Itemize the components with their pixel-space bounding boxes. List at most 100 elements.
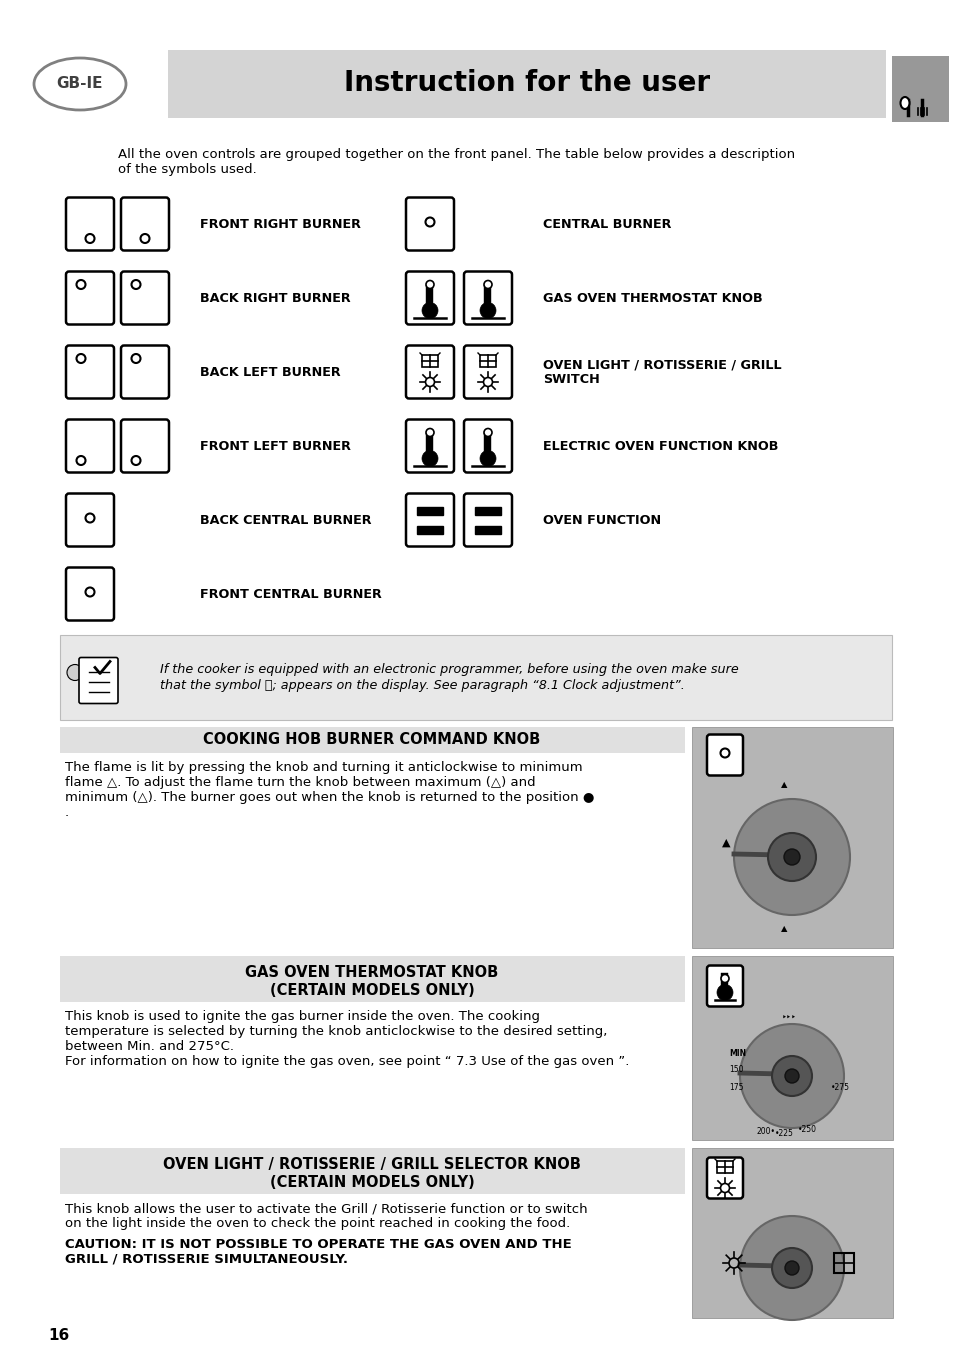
FancyBboxPatch shape: [426, 285, 433, 310]
FancyBboxPatch shape: [691, 728, 892, 948]
FancyBboxPatch shape: [484, 433, 491, 459]
Circle shape: [421, 451, 437, 467]
Text: CENTRAL BURNER: CENTRAL BURNER: [542, 217, 671, 231]
FancyBboxPatch shape: [406, 197, 454, 251]
Bar: [421, 355, 437, 367]
Text: 175: 175: [728, 1084, 742, 1092]
FancyBboxPatch shape: [406, 271, 454, 324]
Text: OVEN LIGHT / ROTISSERIE / GRILL SELECTOR KNOB: OVEN LIGHT / ROTISSERIE / GRILL SELECTOR…: [163, 1157, 580, 1172]
FancyBboxPatch shape: [66, 567, 113, 621]
Circle shape: [421, 302, 437, 319]
FancyBboxPatch shape: [720, 973, 728, 992]
Text: 150: 150: [728, 1065, 742, 1075]
Circle shape: [767, 833, 815, 882]
Text: This knob is used to ignite the gas burner inside the oven. The cooking
temperat: This knob is used to ignite the gas burn…: [65, 1010, 629, 1068]
Text: The flame is lit by pressing the knob and turning it anticlockwise to minimum
fl: The flame is lit by pressing the knob an…: [65, 761, 594, 819]
FancyBboxPatch shape: [706, 965, 742, 1007]
FancyBboxPatch shape: [66, 271, 113, 324]
Text: ▲: ▲: [780, 925, 786, 933]
Circle shape: [783, 849, 800, 865]
Ellipse shape: [900, 97, 908, 109]
Text: •225: •225: [774, 1130, 793, 1138]
Text: BACK CENTRAL BURNER: BACK CENTRAL BURNER: [200, 513, 371, 526]
FancyBboxPatch shape: [66, 494, 113, 547]
Circle shape: [479, 302, 496, 319]
Circle shape: [483, 428, 492, 436]
Circle shape: [717, 984, 732, 1000]
Text: MIN: MIN: [729, 1049, 746, 1058]
Circle shape: [720, 975, 728, 983]
Bar: [479, 355, 496, 367]
Bar: [717, 1161, 732, 1173]
Text: ELECTRIC OVEN FUNCTION KNOB: ELECTRIC OVEN FUNCTION KNOB: [542, 440, 778, 452]
Text: •275: •275: [830, 1084, 848, 1092]
Text: Instruction for the user: Instruction for the user: [344, 69, 709, 97]
Text: ▲: ▲: [780, 780, 786, 790]
Text: All the oven controls are grouped together on the front panel. The table below p: All the oven controls are grouped togeth…: [118, 148, 794, 161]
Circle shape: [426, 281, 434, 289]
FancyBboxPatch shape: [463, 420, 512, 472]
FancyBboxPatch shape: [121, 346, 169, 398]
Circle shape: [740, 1216, 843, 1320]
Circle shape: [733, 799, 849, 915]
FancyBboxPatch shape: [60, 956, 684, 1002]
Text: (CERTAIN MODELS ONLY): (CERTAIN MODELS ONLY): [270, 1174, 474, 1189]
Circle shape: [784, 1261, 799, 1274]
FancyBboxPatch shape: [79, 657, 118, 703]
Text: FRONT CENTRAL BURNER: FRONT CENTRAL BURNER: [200, 587, 381, 601]
Circle shape: [784, 1069, 799, 1083]
Text: OVEN LIGHT / ROTISSERIE / GRILL
SWITCH: OVEN LIGHT / ROTISSERIE / GRILL SWITCH: [542, 358, 781, 386]
Text: GB-IE: GB-IE: [56, 77, 103, 92]
Text: OVEN FUNCTION: OVEN FUNCTION: [542, 513, 660, 526]
Circle shape: [67, 664, 83, 680]
Text: GAS OVEN THERMOSTAT KNOB: GAS OVEN THERMOSTAT KNOB: [245, 965, 498, 980]
FancyBboxPatch shape: [463, 494, 512, 547]
Text: 16: 16: [48, 1327, 70, 1342]
Text: FRONT RIGHT BURNER: FRONT RIGHT BURNER: [200, 217, 360, 231]
FancyBboxPatch shape: [406, 494, 454, 547]
FancyBboxPatch shape: [484, 285, 491, 310]
FancyBboxPatch shape: [691, 956, 892, 1139]
FancyBboxPatch shape: [475, 526, 500, 535]
Text: FRONT LEFT BURNER: FRONT LEFT BURNER: [200, 440, 351, 452]
FancyBboxPatch shape: [60, 728, 684, 753]
FancyBboxPatch shape: [66, 346, 113, 398]
FancyBboxPatch shape: [66, 420, 113, 472]
FancyBboxPatch shape: [706, 734, 742, 775]
Text: If the cooker is equipped with an electronic programmer, before using the oven m: If the cooker is equipped with an electr…: [160, 663, 738, 691]
Circle shape: [771, 1056, 811, 1096]
Text: (CERTAIN MODELS ONLY): (CERTAIN MODELS ONLY): [270, 983, 474, 998]
FancyBboxPatch shape: [121, 271, 169, 324]
Bar: [833, 1253, 853, 1273]
Text: of the symbols used.: of the symbols used.: [118, 163, 256, 176]
FancyBboxPatch shape: [406, 346, 454, 398]
Circle shape: [483, 281, 492, 289]
Circle shape: [479, 451, 496, 467]
FancyBboxPatch shape: [475, 508, 500, 514]
Text: GAS OVEN THERMOSTAT KNOB: GAS OVEN THERMOSTAT KNOB: [542, 292, 761, 305]
FancyBboxPatch shape: [706, 1157, 742, 1199]
FancyBboxPatch shape: [416, 526, 442, 535]
Text: 200•: 200•: [756, 1126, 775, 1135]
FancyBboxPatch shape: [60, 634, 891, 720]
Text: BACK RIGHT BURNER: BACK RIGHT BURNER: [200, 292, 351, 305]
FancyBboxPatch shape: [691, 1148, 892, 1318]
Text: ▲: ▲: [721, 838, 729, 848]
FancyBboxPatch shape: [121, 197, 169, 251]
FancyBboxPatch shape: [121, 420, 169, 472]
Circle shape: [771, 1247, 811, 1288]
Text: ‣‣‣: ‣‣‣: [781, 1014, 796, 1022]
FancyBboxPatch shape: [406, 420, 454, 472]
Text: This knob allows the user to activate the Grill / Rotisserie function or to swit: This knob allows the user to activate th…: [65, 1202, 587, 1230]
FancyBboxPatch shape: [416, 508, 442, 514]
Text: •250: •250: [797, 1126, 816, 1134]
Circle shape: [426, 428, 434, 436]
FancyBboxPatch shape: [463, 346, 512, 398]
Text: CAUTION: IT IS NOT POSSIBLE TO OPERATE THE GAS OVEN AND THE
GRILL / ROTISSERIE S: CAUTION: IT IS NOT POSSIBLE TO OPERATE T…: [65, 1238, 571, 1266]
Text: COOKING HOB BURNER COMMAND KNOB: COOKING HOB BURNER COMMAND KNOB: [203, 733, 540, 748]
FancyBboxPatch shape: [66, 197, 113, 251]
FancyBboxPatch shape: [426, 433, 433, 459]
FancyBboxPatch shape: [168, 50, 885, 117]
Text: BACK LEFT BURNER: BACK LEFT BURNER: [200, 366, 340, 378]
FancyBboxPatch shape: [463, 271, 512, 324]
